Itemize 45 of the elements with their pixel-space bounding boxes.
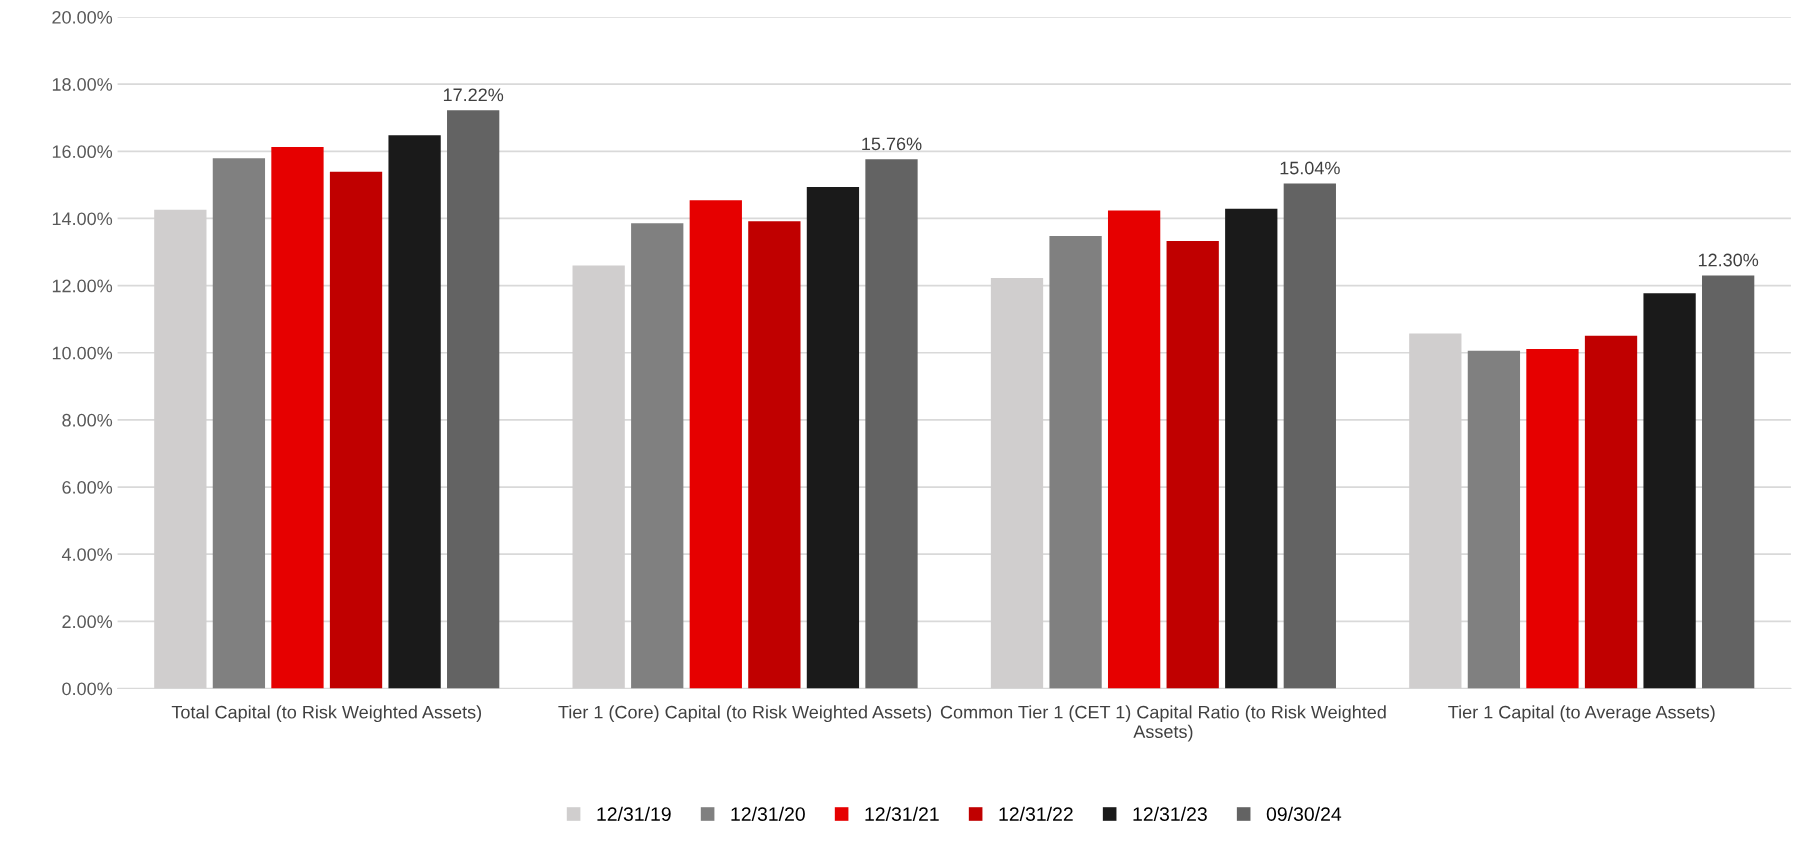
bar (1049, 235, 1102, 689)
x-tick-label: Tier 1 (Core) Capital (to Risk Weighted Assets) (558, 705, 932, 723)
y-tick-label: 18.00% (52, 78, 113, 91)
y-tick-label: 12.00% (52, 279, 113, 293)
bar (1643, 293, 1696, 689)
legend-label: 12/31/23 (1133, 806, 1207, 822)
legend-label: 09/30/24 (1266, 806, 1342, 822)
bar (388, 135, 441, 689)
bar (447, 110, 500, 689)
legend-label: 12/31/22 (999, 806, 1073, 822)
bar (1526, 349, 1579, 689)
bar (865, 159, 918, 689)
legend-label: 12/31/20 (731, 806, 805, 822)
x-tick-label: Common Tier 1 (CET 1) Capital Ratio (to Risk Weighted Assets) (940, 705, 1386, 742)
bar (806, 186, 860, 689)
bar (271, 146, 324, 689)
y-tick-label: 10.00% (52, 346, 113, 360)
y-tick-label: 6.00% (62, 480, 113, 494)
bar (212, 158, 266, 689)
data-label: 17.22% (443, 88, 504, 102)
data-label: 12.30% (1698, 253, 1759, 267)
legend-label: 12/31/21 (865, 806, 939, 822)
bar (1467, 350, 1521, 689)
y-tick-label: 14.00% (52, 212, 113, 226)
bar (1225, 208, 1278, 689)
x-tick-label: Tier 1 Capital (to Average Assets) (1448, 705, 1715, 723)
bar (1584, 335, 1638, 689)
y-tick-label: 2.00% (62, 615, 113, 629)
bar (689, 200, 742, 689)
bar (1283, 183, 1336, 689)
bar (748, 221, 801, 689)
x-tick-label: Total Capital (to Risk Weighted Assets) (171, 705, 482, 723)
y-tick-label: 0.00% (62, 682, 113, 696)
data-label: 15.76% (862, 137, 922, 151)
legend-label: 12/31/19 (597, 806, 671, 822)
data-label: 15.04% (1280, 161, 1340, 175)
y-tick-label: 4.00% (61, 548, 113, 561)
bar (1166, 240, 1219, 689)
y-tick-label: 8.00% (62, 413, 113, 427)
bar (329, 171, 383, 689)
bar (1702, 275, 1755, 689)
y-tick-label: 16.00% (52, 145, 113, 159)
y-tick-label: 20.00% (52, 10, 113, 24)
bar (631, 223, 684, 689)
bar (1107, 210, 1161, 689)
